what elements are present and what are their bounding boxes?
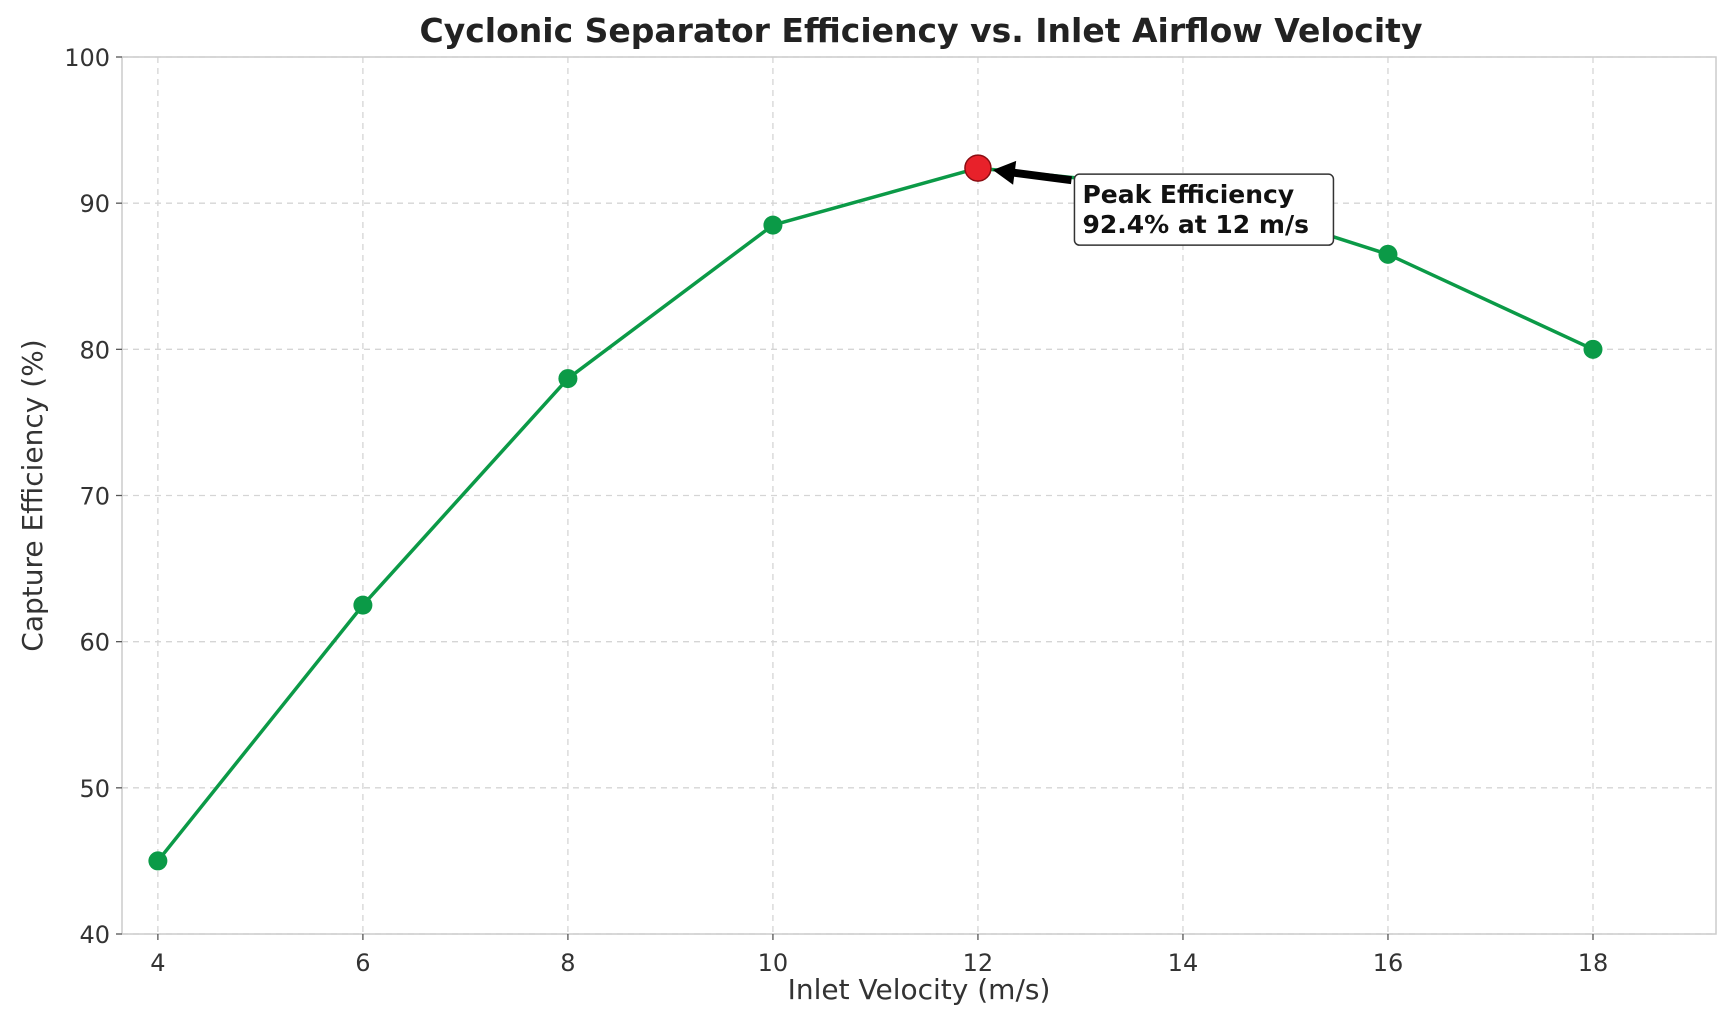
x-tick-label-6: 6: [355, 949, 370, 977]
annotation-line-2: 92.4% at 12 m/s: [1082, 210, 1309, 239]
annotation-box: [1073, 173, 1335, 246]
x-tick-label-4: 4: [150, 949, 165, 977]
y-axis-label: Capture Efficiency (%): [16, 339, 49, 651]
x-tick-label-18: 18: [1578, 949, 1609, 977]
peak-annotation: Peak Efficiency 92.4% at 12 m/s: [992, 160, 1335, 246]
data-point-18: [1583, 339, 1603, 359]
data-point-8: [558, 369, 578, 389]
y-tick-label-100: 100: [64, 44, 110, 72]
y-tick-label-90: 90: [79, 190, 110, 218]
peak-point: [964, 154, 992, 182]
annotation-line-1: Peak Efficiency: [1082, 180, 1294, 209]
data-point-16: [1378, 244, 1398, 264]
y-tick-label-40: 40: [79, 921, 110, 949]
series-line: [156, 166, 1594, 863]
y-tick-label-60: 60: [79, 629, 110, 657]
y-tick-label-70: 70: [79, 483, 110, 511]
y-tick-label-50: 50: [79, 775, 110, 803]
x-tick-label-14: 14: [1168, 949, 1199, 977]
data-point-4: [148, 851, 168, 871]
x-axis-label: Inlet Velocity (m/s): [788, 973, 1051, 1006]
data-point-10: [763, 215, 783, 235]
ticks: 4 6 8 10 12 14 16 18 40 50 60 70 80 90 100: [64, 44, 1608, 977]
data-point-6: [353, 595, 373, 615]
chart-title: Cyclonic Separator Efficiency vs. Inlet …: [420, 11, 1423, 50]
series-capture-efficiency: [156, 166, 1594, 863]
x-tick-label-8: 8: [560, 949, 575, 977]
annotation-arrow: [992, 160, 1072, 185]
y-tick-label-80: 80: [79, 336, 110, 364]
x-tick-label-10: 10: [758, 949, 789, 977]
x-tick-label-12: 12: [963, 949, 994, 977]
x-tick-label-16: 16: [1373, 949, 1404, 977]
